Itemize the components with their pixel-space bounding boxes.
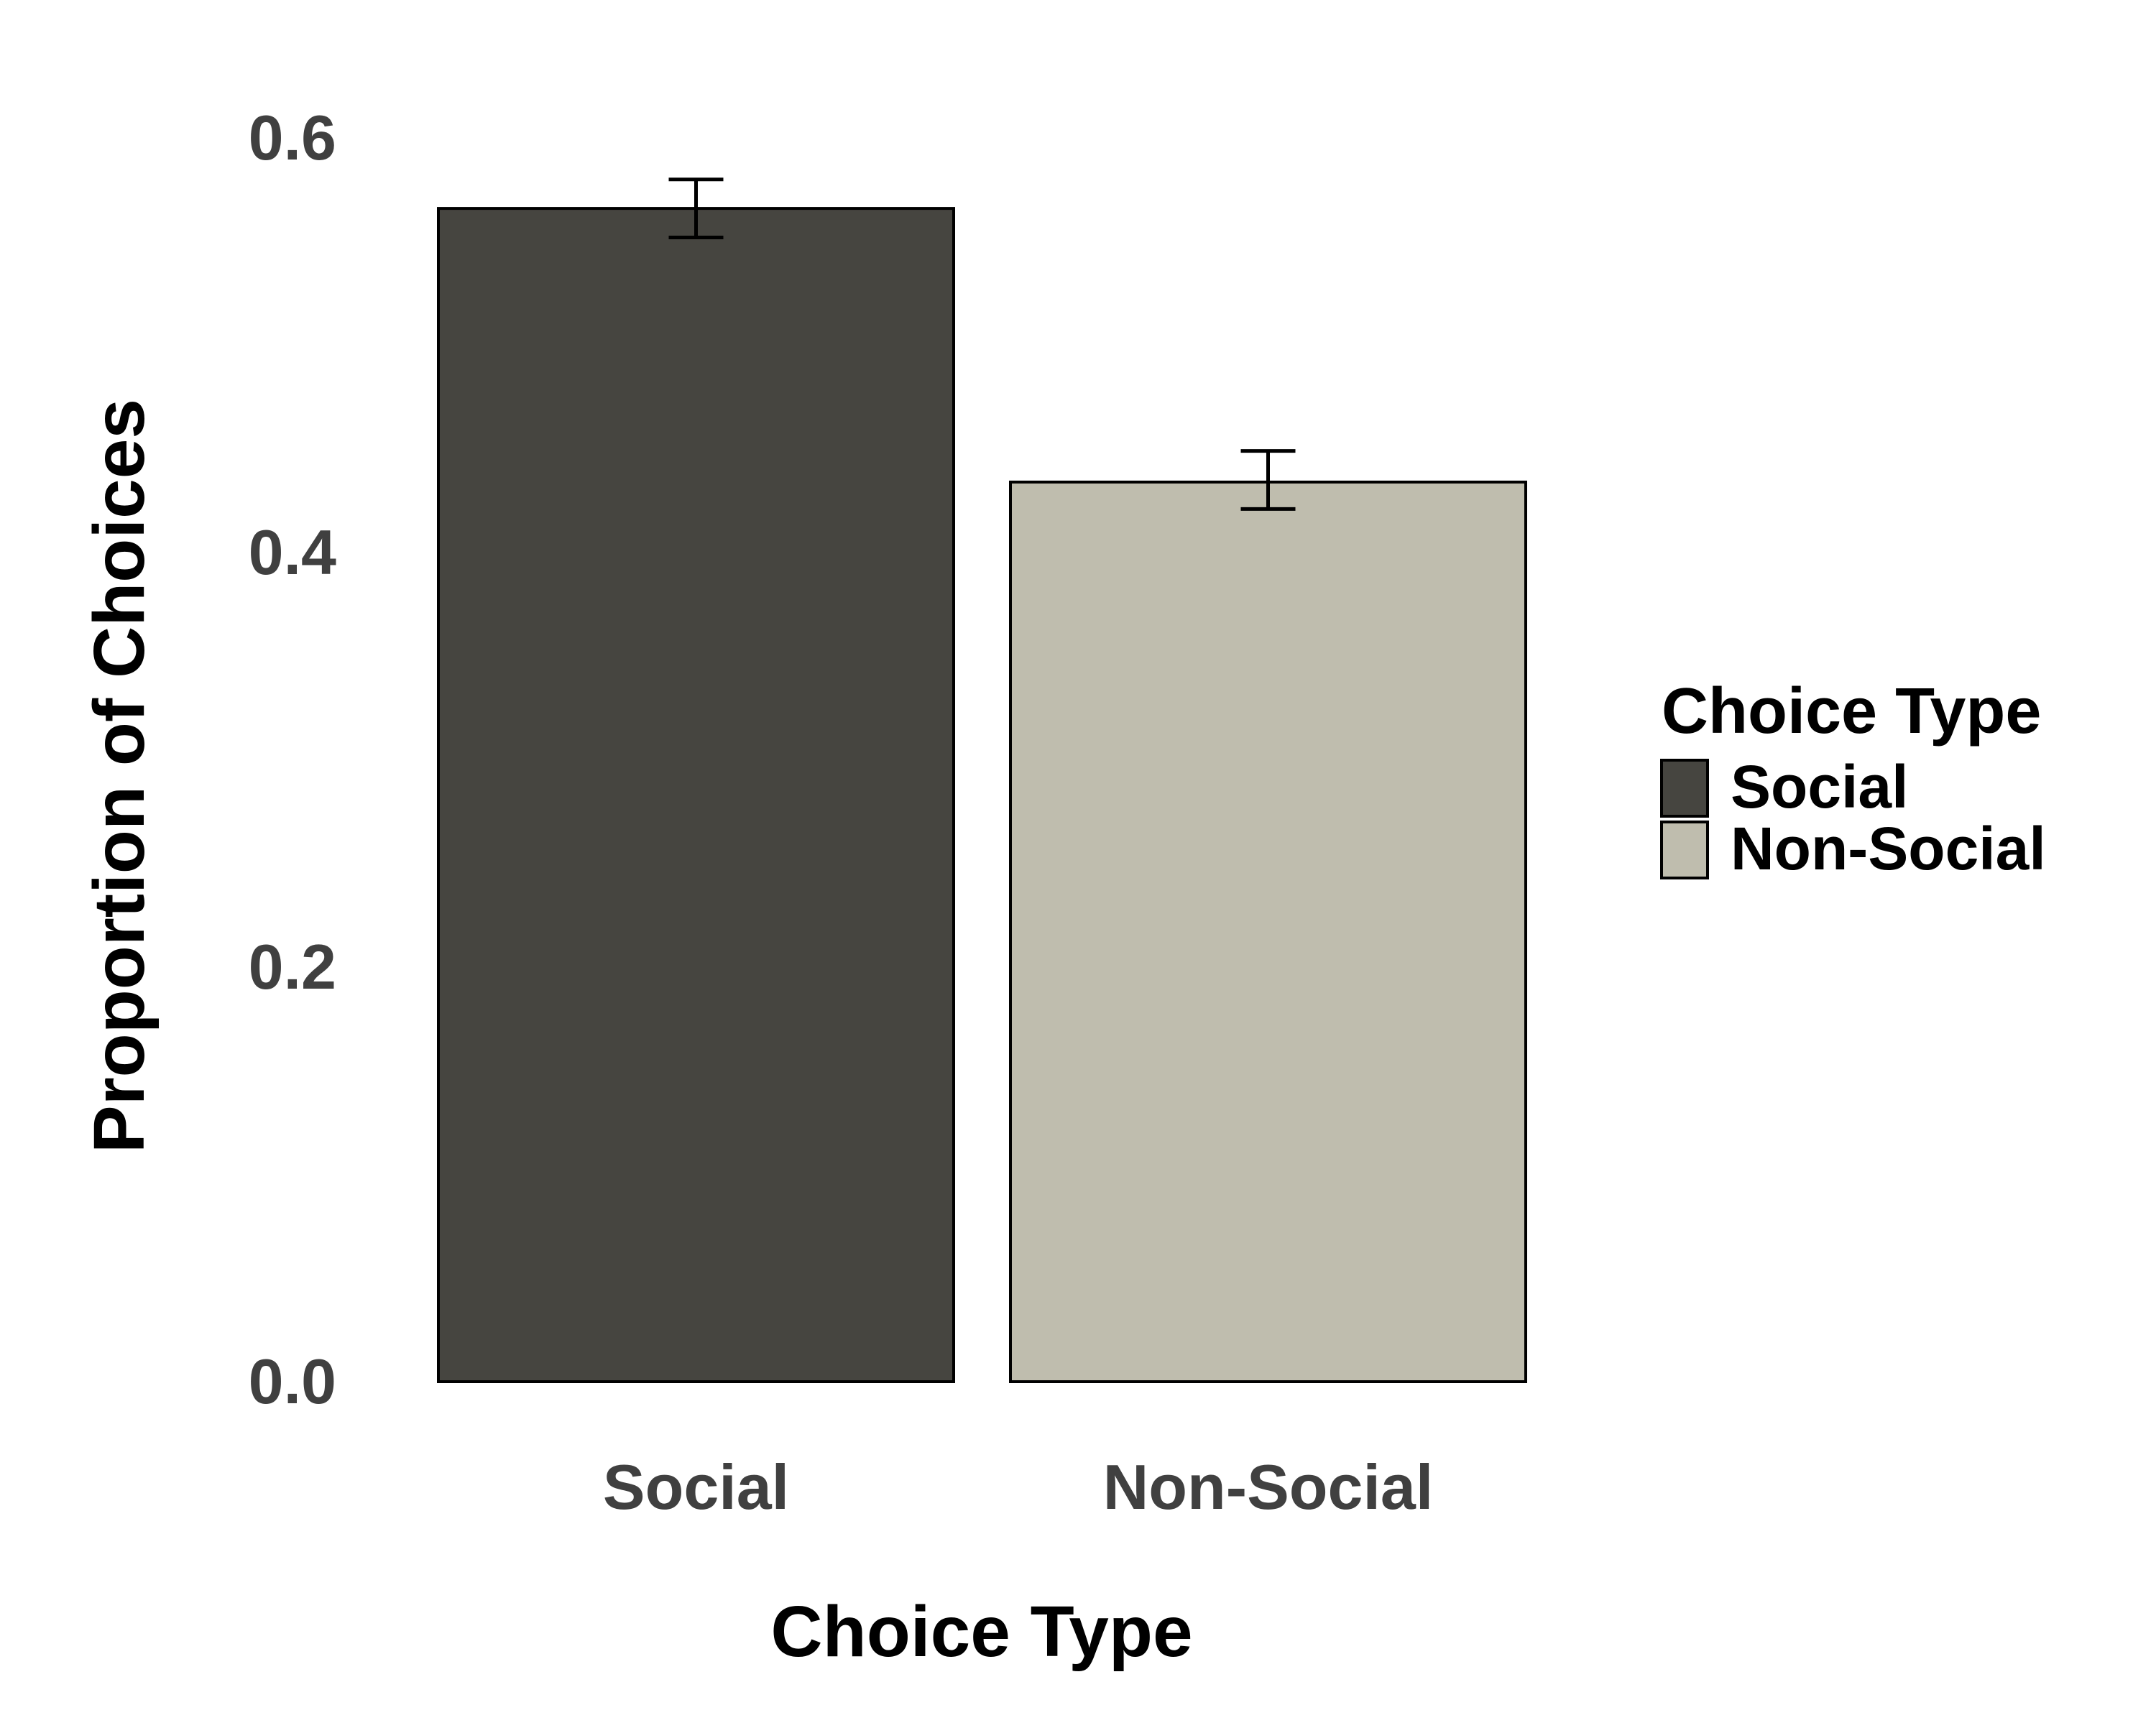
y-axis-title: Proportion of Choices bbox=[79, 399, 160, 1153]
errorbars-layer bbox=[668, 177, 1296, 511]
x-tick-label: Social bbox=[603, 1451, 789, 1523]
y-tick-label: 0.6 bbox=[249, 102, 336, 173]
bar-social bbox=[437, 207, 955, 1384]
error-bar-social bbox=[668, 177, 724, 239]
legend-label: Non-Social bbox=[1731, 815, 2046, 882]
legend-item-non-social: Non-Social bbox=[1660, 815, 2046, 882]
bar-non-social bbox=[1009, 480, 1527, 1383]
y-tick-label: 0.2 bbox=[249, 931, 336, 1002]
legend-item-social: Social bbox=[1660, 753, 1908, 821]
x-axis-ticks: Social Non-Social bbox=[603, 1451, 1433, 1523]
error-bar-non-social bbox=[1240, 449, 1296, 511]
x-tick-label: Non-Social bbox=[1103, 1451, 1434, 1523]
legend-title: Choice Type bbox=[1662, 675, 2041, 747]
legend-key bbox=[1660, 821, 1709, 879]
bars-layer bbox=[437, 207, 1527, 1384]
y-tick-label: 0.0 bbox=[249, 1346, 336, 1417]
x-axis-title: Choice Type bbox=[770, 1591, 1192, 1672]
legend-key bbox=[1660, 759, 1709, 818]
y-tick-label: 0.4 bbox=[249, 517, 336, 588]
y-axis-ticks: 0.0 0.2 0.4 0.6 bbox=[249, 102, 336, 1417]
legend-label: Social bbox=[1731, 753, 1908, 821]
